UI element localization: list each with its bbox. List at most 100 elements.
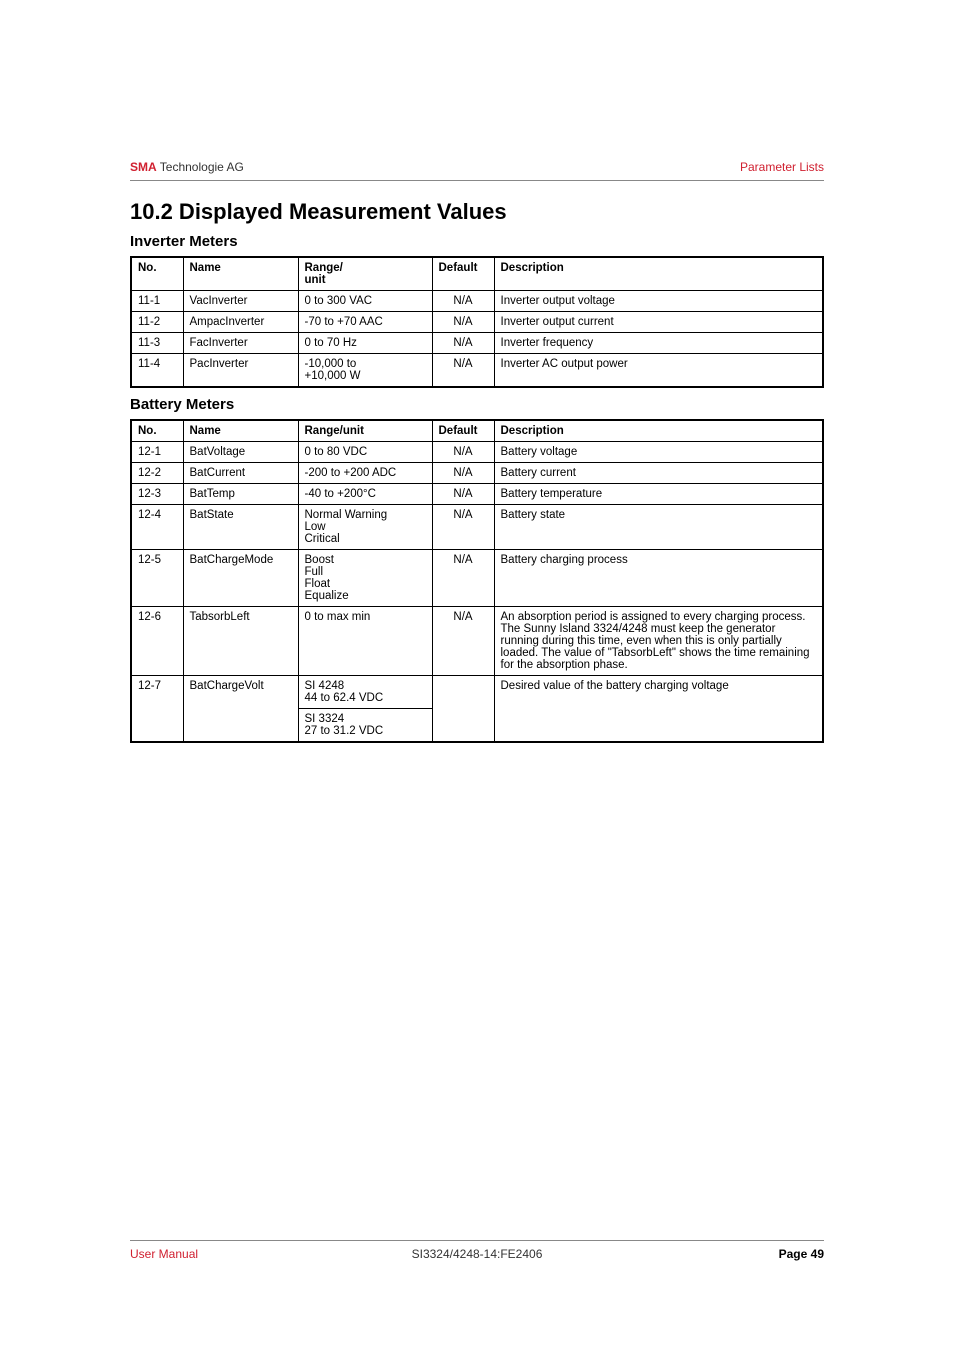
cell-range: 0 to 80 VDC bbox=[298, 442, 432, 463]
col-header-range: Range/ unit bbox=[298, 257, 432, 291]
footer-row: User Manual SI3324/4248-14:FE2406 Page 4… bbox=[130, 1247, 824, 1261]
cell-desc: Battery state bbox=[494, 505, 823, 550]
brand-bold: SMA bbox=[130, 160, 157, 174]
cell-no: 11-2 bbox=[131, 312, 183, 333]
footer-left: User Manual bbox=[130, 1247, 198, 1261]
cell-desc: Inverter AC output power bbox=[494, 354, 823, 388]
col-header-default: Default bbox=[432, 257, 494, 291]
page: SMA Technologie AG Parameter Lists 10.2 … bbox=[0, 0, 954, 1351]
footer-right: Page 49 bbox=[779, 1247, 824, 1261]
cell-range: 0 to 300 VAC bbox=[298, 291, 432, 312]
header-rule bbox=[130, 180, 824, 181]
cell-name: FacInverter bbox=[183, 333, 298, 354]
header-right: Parameter Lists bbox=[740, 160, 824, 174]
cell-range: -200 to +200 ADC bbox=[298, 463, 432, 484]
table-row: 11-3 FacInverter 0 to 70 Hz N/A Inverter… bbox=[131, 333, 823, 354]
cell-default: N/A bbox=[432, 333, 494, 354]
battery-meters-title: Battery Meters bbox=[130, 396, 824, 413]
cell-no: 11-4 bbox=[131, 354, 183, 388]
cell-name: BatCurrent bbox=[183, 463, 298, 484]
cell-desc: Inverter output voltage bbox=[494, 291, 823, 312]
table-row: 12-7 BatChargeVolt SI 4248 44 to 62.4 VD… bbox=[131, 676, 823, 709]
cell-desc: Battery charging process bbox=[494, 550, 823, 607]
table-row: 12-6 TabsorbLeft 0 to max min N/A An abs… bbox=[131, 607, 823, 676]
col-header-name: Name bbox=[183, 420, 298, 442]
cell-default: N/A bbox=[432, 505, 494, 550]
cell-range: Boost Full Float Equalize bbox=[298, 550, 432, 607]
cell-name: TabsorbLeft bbox=[183, 607, 298, 676]
page-footer: User Manual SI3324/4248-14:FE2406 Page 4… bbox=[130, 1240, 824, 1261]
col-header-range: Range/unit bbox=[298, 420, 432, 442]
inverter-meters-table: No. Name Range/ unit Default Description… bbox=[130, 256, 824, 388]
cell-default: N/A bbox=[432, 291, 494, 312]
cell-default: N/A bbox=[432, 550, 494, 607]
cell-name: AmpacInverter bbox=[183, 312, 298, 333]
cell-range: 0 to 70 Hz bbox=[298, 333, 432, 354]
cell-no: 12-7 bbox=[131, 676, 183, 743]
table-row: 12-1 BatVoltage 0 to 80 VDC N/A Battery … bbox=[131, 442, 823, 463]
cell-range: -70 to +70 AAC bbox=[298, 312, 432, 333]
brand-rest: Technologie AG bbox=[157, 160, 244, 174]
battery-meters-table: No. Name Range/unit Default Description … bbox=[130, 419, 824, 743]
cell-name: BatChargeVolt bbox=[183, 676, 298, 743]
cell-default: N/A bbox=[432, 442, 494, 463]
table-row: 12-5 BatChargeMode Boost Full Float Equa… bbox=[131, 550, 823, 607]
section-title: 10.2 Displayed Measurement Values bbox=[130, 199, 824, 225]
footer-center: SI3324/4248-14:FE2406 bbox=[412, 1247, 543, 1261]
footer-page-number: 49 bbox=[811, 1247, 824, 1261]
col-header-desc: Description bbox=[494, 420, 823, 442]
cell-default: N/A bbox=[432, 312, 494, 333]
cell-default: N/A bbox=[432, 484, 494, 505]
cell-name: PacInverter bbox=[183, 354, 298, 388]
cell-no: 12-1 bbox=[131, 442, 183, 463]
cell-no: 12-2 bbox=[131, 463, 183, 484]
cell-default: N/A bbox=[432, 607, 494, 676]
battery-tbody: 12-1 BatVoltage 0 to 80 VDC N/A Battery … bbox=[131, 442, 823, 743]
cell-desc: Battery temperature bbox=[494, 484, 823, 505]
cell-name: BatVoltage bbox=[183, 442, 298, 463]
table-row: 12-3 BatTemp -40 to +200°C N/A Battery t… bbox=[131, 484, 823, 505]
cell-range: -10,000 to +10,000 W bbox=[298, 354, 432, 388]
cell-default: N/A bbox=[432, 463, 494, 484]
footer-page-label: Page bbox=[779, 1247, 811, 1261]
cell-desc: Battery voltage bbox=[494, 442, 823, 463]
table-row: 11-1 VacInverter 0 to 300 VAC N/A Invert… bbox=[131, 291, 823, 312]
col-header-name: Name bbox=[183, 257, 298, 291]
col-header-no: No. bbox=[131, 420, 183, 442]
cell-name: BatChargeMode bbox=[183, 550, 298, 607]
footer-rule bbox=[130, 1240, 824, 1241]
col-header-desc: Description bbox=[494, 257, 823, 291]
cell-name: BatTemp bbox=[183, 484, 298, 505]
cell-desc: Battery current bbox=[494, 463, 823, 484]
cell-default: N/A bbox=[432, 354, 494, 388]
cell-desc: Inverter output current bbox=[494, 312, 823, 333]
inverter-tbody: 11-1 VacInverter 0 to 300 VAC N/A Invert… bbox=[131, 291, 823, 388]
table-row: 12-4 BatState Normal Warning Low Critica… bbox=[131, 505, 823, 550]
cell-no: 11-1 bbox=[131, 291, 183, 312]
cell-desc: An absorption period is assigned to ever… bbox=[494, 607, 823, 676]
cell-range: Normal Warning Low Critical bbox=[298, 505, 432, 550]
cell-desc: Desired value of the battery charging vo… bbox=[494, 676, 823, 743]
table-row: 11-4 PacInverter -10,000 to +10,000 W N/… bbox=[131, 354, 823, 388]
cell-default bbox=[432, 676, 494, 743]
cell-no: 12-4 bbox=[131, 505, 183, 550]
table-header-row: No. Name Range/ unit Default Description bbox=[131, 257, 823, 291]
cell-no: 11-3 bbox=[131, 333, 183, 354]
cell-range: SI 4248 44 to 62.4 VDC bbox=[298, 676, 432, 709]
inverter-meters-title: Inverter Meters bbox=[130, 233, 824, 250]
table-row: 11-2 AmpacInverter -70 to +70 AAC N/A In… bbox=[131, 312, 823, 333]
table-header-row: No. Name Range/unit Default Description bbox=[131, 420, 823, 442]
col-header-no: No. bbox=[131, 257, 183, 291]
table-row: 12-2 BatCurrent -200 to +200 ADC N/A Bat… bbox=[131, 463, 823, 484]
col-header-default: Default bbox=[432, 420, 494, 442]
cell-no: 12-5 bbox=[131, 550, 183, 607]
cell-name: VacInverter bbox=[183, 291, 298, 312]
cell-no: 12-6 bbox=[131, 607, 183, 676]
cell-range-secondary: SI 3324 27 to 31.2 VDC bbox=[298, 709, 432, 743]
cell-name: BatState bbox=[183, 505, 298, 550]
cell-range: -40 to +200°C bbox=[298, 484, 432, 505]
cell-desc: Inverter frequency bbox=[494, 333, 823, 354]
page-header: SMA Technologie AG Parameter Lists bbox=[130, 160, 824, 174]
cell-no: 12-3 bbox=[131, 484, 183, 505]
header-left: SMA Technologie AG bbox=[130, 160, 244, 174]
